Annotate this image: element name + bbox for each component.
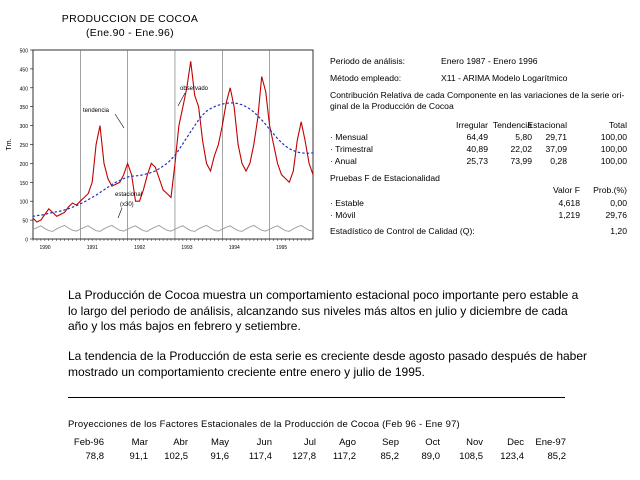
projection-month: Jun: [256, 437, 272, 448]
chart-subtitle: (Ene.90 - Ene.96): [86, 27, 174, 39]
projection-value: 102,5: [164, 451, 188, 462]
projection-value: 85,2: [547, 451, 567, 462]
projection-month: Abr: [173, 437, 188, 448]
contrib-header: Total: [608, 120, 627, 130]
pruebas-row-label: · Estable: [330, 198, 364, 208]
contrib-row-label: · Trimestral: [330, 144, 373, 154]
series-line-tendencia: [32, 102, 314, 217]
metodo-value: X11 - ARIMA Modelo Logarítmico: [441, 73, 568, 83]
contrib-cell: 73,99: [510, 156, 532, 166]
projection-value: 108,5: [459, 451, 483, 462]
x-tick-label: 1992: [134, 245, 145, 251]
pruebas-cell: 4,618: [558, 198, 580, 208]
projection-month: Sep: [382, 437, 399, 448]
contrib-row-label: · Anual: [330, 156, 357, 166]
contrib-header: Irregular: [456, 120, 488, 130]
projection-value: 91,1: [129, 451, 149, 462]
projection-value: 85,2: [380, 451, 400, 462]
contrib-cell: 25,73: [466, 156, 488, 166]
projection-value: 91,6: [210, 451, 230, 462]
pruebas-header: Prob.(%): [593, 185, 627, 195]
projections-title: Proyecciones de los Factores Estacionale…: [68, 419, 460, 430]
x-tick-label: 1995: [276, 245, 287, 251]
contrib-cell: 100,00: [600, 156, 627, 166]
projection-month: Ene-97: [535, 437, 566, 448]
pruebas-cell: 0,00: [610, 198, 627, 208]
periodo-value: Enero 1987 - Enero 1996: [441, 56, 538, 66]
projection-month: Dec: [507, 437, 524, 448]
contrib-cell: 100,00: [600, 132, 627, 142]
y-tick-label: 0: [25, 238, 28, 244]
projection-value: 117,4: [248, 451, 272, 462]
annotation-arrow: [117, 207, 123, 219]
annotation-arrow: [114, 113, 125, 129]
projection-month: Jul: [303, 437, 316, 448]
contrib-row-label: · Mensual: [330, 132, 368, 142]
projection-month: Oct: [425, 437, 440, 448]
series-line-observado: [32, 61, 314, 223]
y-tick-label: 400: [20, 86, 29, 92]
projection-value: 117,2: [332, 451, 356, 462]
y-tick-label: 100: [20, 200, 29, 206]
contrib-cell: 40,89: [466, 144, 488, 154]
contrib-header: Tendencia: [492, 120, 532, 130]
estadistico-label: Estadístico de Control de Calidad (Q):: [330, 226, 475, 236]
contrib-cell: 37,09: [545, 144, 567, 154]
x-tick-label: 1991: [87, 245, 98, 251]
pruebas-cell: 1,219: [558, 210, 580, 220]
x-tick-label: 1993: [181, 245, 192, 251]
chart: 0 50 100 150 200 250 300 350 400 450 500 Tm. 1990 19…: [6, 49, 314, 251]
contrib-header: Estacional: [527, 120, 567, 130]
y-tick-label: 200: [20, 162, 29, 168]
periodo-label: Periodo de análisis:: [330, 56, 406, 66]
annotation-estacional: estacional: [115, 192, 142, 198]
contrib-cell: 100,00: [600, 144, 627, 154]
pruebas-title: Pruebas F de Estacionalidad: [330, 173, 440, 183]
chart-title: PRODUCCION DE COCOA: [61, 13, 199, 25]
projection-month: May: [211, 437, 229, 448]
projection-value: 123,4: [500, 451, 524, 462]
annotation-arrow: [177, 92, 186, 107]
y-axis-label: Tm.: [6, 138, 13, 150]
projection-month: Mar: [131, 437, 148, 448]
contrib-line2: ginal de la Producción de Cocoa: [330, 101, 454, 111]
y-tick-label: 350: [20, 105, 29, 111]
projection-value: 78,8: [85, 451, 105, 462]
contrib-cell: 5,80: [515, 132, 532, 142]
y-tick-label: 450: [20, 67, 29, 73]
series-line-estacional: [32, 224, 314, 232]
contrib-cell: 29,71: [545, 132, 567, 142]
estadistico-value: 1,20: [610, 226, 627, 236]
plot-area: [32, 49, 314, 240]
annotation-tendencia: tendencia: [83, 108, 110, 114]
annotation-estacional-scale: (x30): [120, 202, 134, 208]
pruebas-cell: 29,76: [605, 210, 627, 220]
x-tick-label: 1990: [39, 245, 50, 251]
projection-value: 89,0: [421, 451, 441, 462]
chart-title-block: PRODUCCION DE COCOA (Ene.90 - Ene.96): [30, 12, 230, 40]
projection-month: Ago: [339, 437, 356, 448]
x-tick-label: 1994: [229, 245, 240, 251]
projection-month: Feb-96: [73, 437, 104, 448]
y-tick-label: 150: [20, 181, 29, 187]
projection-month: Nov: [466, 437, 483, 448]
y-tick-label: 250: [20, 143, 29, 149]
contrib-line1: Contribución Relativa de cada Componente…: [330, 90, 625, 100]
contrib-cell: 64,49: [466, 132, 488, 142]
projection-value: 127,8: [292, 451, 316, 462]
metodo-label: Método empleado:: [330, 73, 402, 83]
paragraph-1: La Producción de Cocoa muestra un compor…: [68, 288, 579, 333]
y-tick-label: 500: [20, 49, 29, 55]
divider: [68, 397, 565, 398]
paragraph-2: La tendencia de la Producción de esta se…: [68, 349, 588, 379]
y-tick-label: 50: [22, 219, 28, 225]
pruebas-row-label: · Móvil: [330, 210, 356, 220]
contrib-cell: 22,02: [510, 144, 532, 154]
pruebas-header: Valor F: [552, 185, 580, 195]
contrib-cell: 0,28: [550, 156, 567, 166]
y-tick-label: 300: [20, 124, 29, 130]
annotation-observado: observado: [180, 86, 209, 92]
